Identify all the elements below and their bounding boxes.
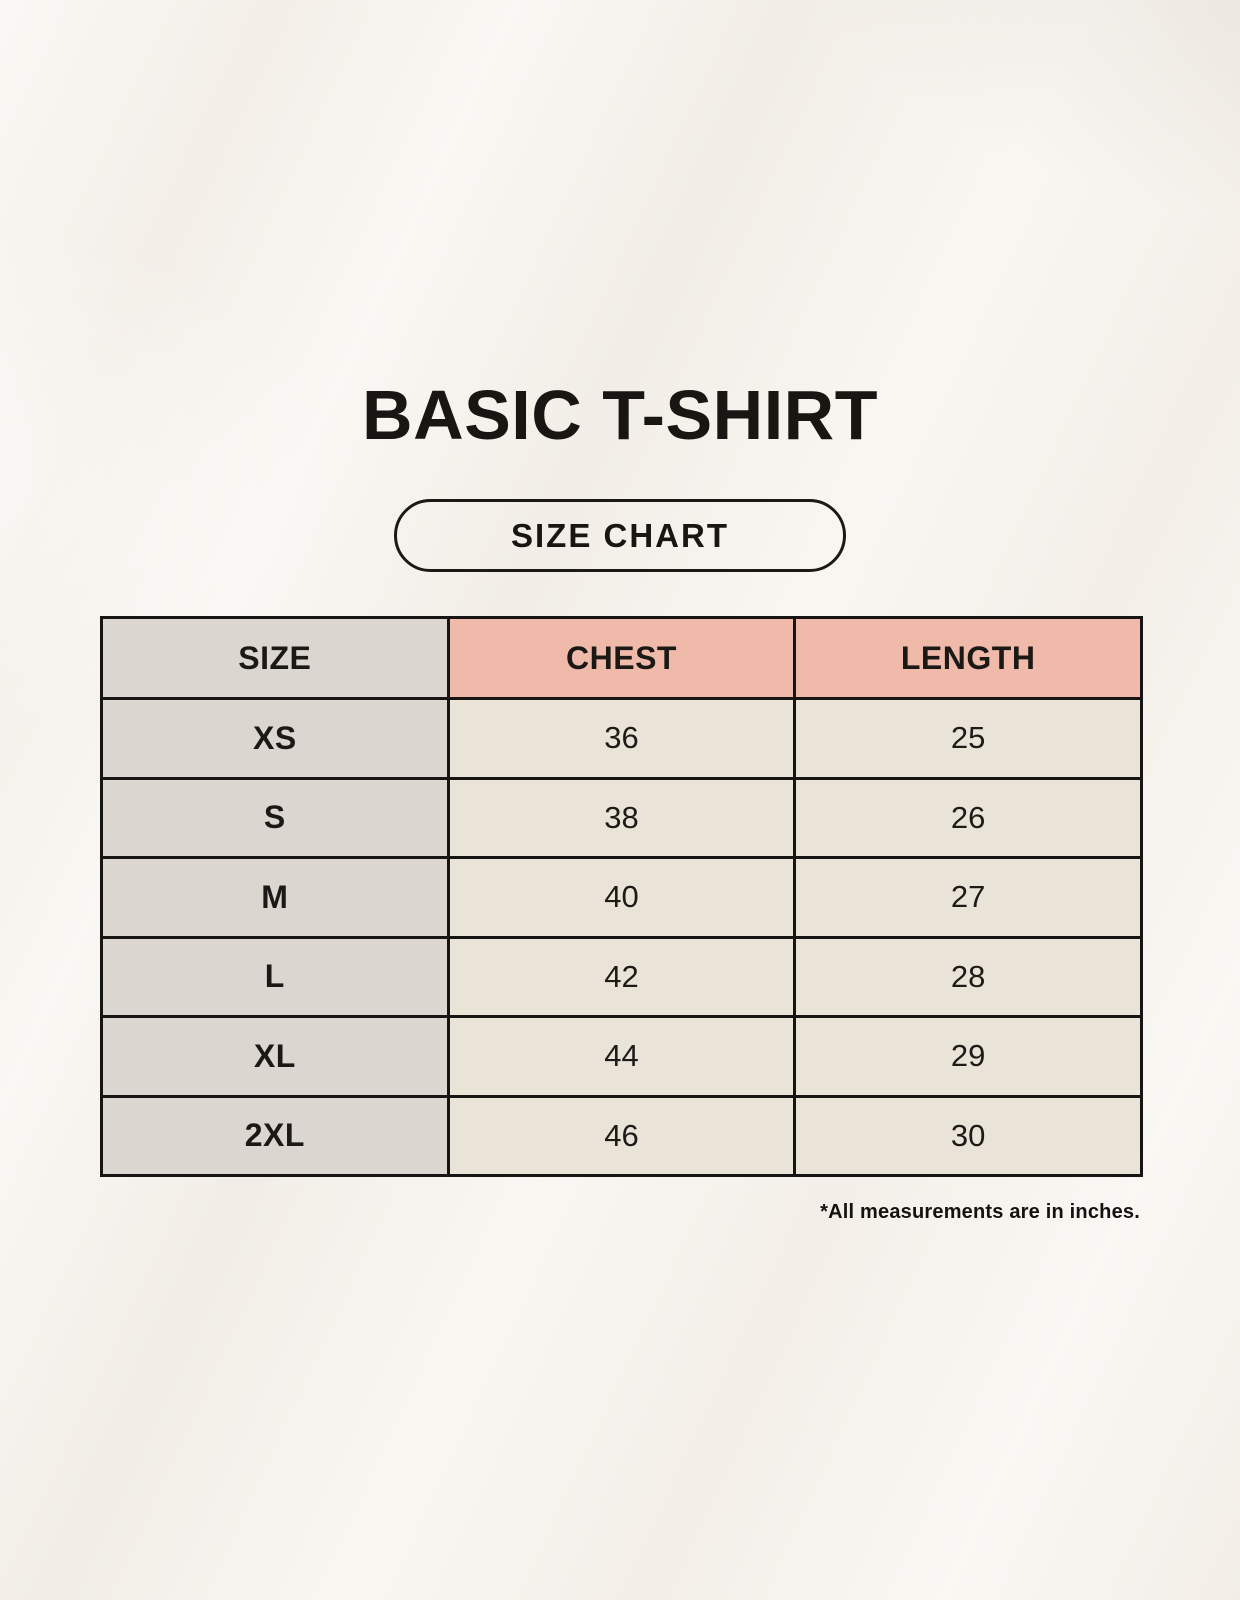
column-header-length: LENGTH bbox=[793, 616, 1143, 700]
size-label: XS bbox=[100, 697, 450, 780]
chest-value: 46 bbox=[446, 1094, 797, 1177]
size-label: 2XL bbox=[100, 1094, 450, 1177]
page-title: BASIC T-SHIRT bbox=[362, 376, 878, 454]
table-row: XL 44 29 bbox=[100, 1015, 1143, 1098]
length-value: 29 bbox=[793, 1015, 1143, 1098]
length-value: 28 bbox=[793, 935, 1143, 1018]
chest-value: 42 bbox=[446, 935, 797, 1018]
size-chart-table: SIZE CHEST LENGTH XS 36 25 S 38 26 M 40 … bbox=[100, 616, 1143, 1177]
table-row: 2XL 46 30 bbox=[100, 1094, 1143, 1177]
chest-value: 36 bbox=[446, 697, 797, 780]
chest-value: 44 bbox=[446, 1015, 797, 1098]
size-label: L bbox=[100, 935, 450, 1018]
column-header-chest: CHEST bbox=[446, 616, 797, 700]
table-row: S 38 26 bbox=[100, 776, 1143, 859]
length-value: 30 bbox=[793, 1094, 1143, 1177]
table-row: L 42 28 bbox=[100, 935, 1143, 1018]
measurements-footnote: *All measurements are in inches. bbox=[820, 1201, 1140, 1223]
length-value: 27 bbox=[793, 856, 1143, 939]
length-value: 26 bbox=[793, 776, 1143, 859]
size-label: M bbox=[100, 856, 450, 939]
chest-value: 38 bbox=[446, 776, 797, 859]
length-value: 25 bbox=[793, 697, 1143, 780]
table-header-row: SIZE CHEST LENGTH bbox=[100, 616, 1143, 700]
size-label: XL bbox=[100, 1015, 450, 1098]
size-label: S bbox=[100, 776, 450, 859]
size-chart-badge: SIZE CHART bbox=[394, 499, 846, 572]
size-chart-badge-label: SIZE CHART bbox=[511, 516, 729, 554]
column-header-size: SIZE bbox=[100, 616, 450, 700]
table-row: M 40 27 bbox=[100, 856, 1143, 939]
chest-value: 40 bbox=[446, 856, 797, 939]
table-row: XS 36 25 bbox=[100, 697, 1143, 780]
